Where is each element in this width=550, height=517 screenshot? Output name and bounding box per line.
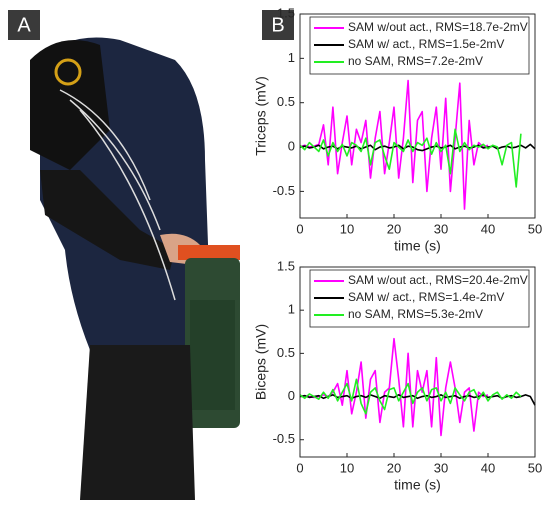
x-tick-label: 20 — [387, 460, 401, 475]
y-tick-label: -0.5 — [273, 183, 295, 198]
y-tick-label: 0.5 — [277, 345, 295, 360]
series-line — [299, 128, 522, 188]
panel-label: A — [17, 14, 31, 36]
y-tick-label: 1 — [288, 50, 295, 65]
x-tick-label: 40 — [481, 221, 495, 236]
frame — [299, 13, 536, 219]
series-line — [299, 79, 489, 210]
y-tick-label: 0 — [288, 388, 295, 403]
legend-label: SAM w/ act., RMS=1.5e-2mV — [348, 37, 504, 51]
y-tick-label: 0 — [288, 138, 295, 153]
series-line — [299, 378, 522, 415]
y-tick-label: 0.5 — [277, 94, 295, 109]
y-tick-label: 1.5 — [277, 258, 295, 273]
x-axis-label: time (s) — [394, 238, 441, 254]
x-tick-label: 30 — [434, 460, 448, 475]
x-tick-label: 10 — [340, 221, 354, 236]
legend-label: SAM w/out act., RMS=20.4e-2mV — [348, 273, 528, 287]
x-tick-label: 30 — [434, 221, 448, 236]
x-tick-label: 0 — [296, 221, 303, 236]
x-axis-label: time (s) — [394, 477, 441, 493]
x-tick-label: 20 — [387, 221, 401, 236]
y-axis-label: Triceps (mV) — [253, 76, 269, 156]
legend-label: no SAM, RMS=5.3e-2mV — [348, 307, 483, 321]
legend-box — [309, 16, 530, 75]
y-tick-label: -0.5 — [273, 431, 295, 446]
y-tick-label: 1.5 — [277, 5, 295, 20]
legend-label: no SAM, RMS=7.2e-2mV — [348, 54, 483, 68]
legend-box — [309, 269, 530, 328]
legend-label: SAM w/out act., RMS=18.7e-2mV — [348, 20, 528, 34]
y-axis-label: Biceps (mV) — [253, 324, 269, 400]
frame — [299, 266, 536, 458]
x-tick-label: 50 — [528, 460, 542, 475]
x-tick-label: 10 — [340, 460, 354, 475]
legend-label: SAM w/ act., RMS=1.4e-2mV — [348, 290, 504, 304]
x-tick-label: 50 — [528, 221, 542, 236]
x-tick-label: 40 — [481, 460, 495, 475]
photo — [8, 10, 294, 500]
y-tick-label: 1 — [288, 302, 295, 317]
panel-label: B — [271, 14, 284, 36]
x-tick-label: 0 — [296, 460, 303, 475]
